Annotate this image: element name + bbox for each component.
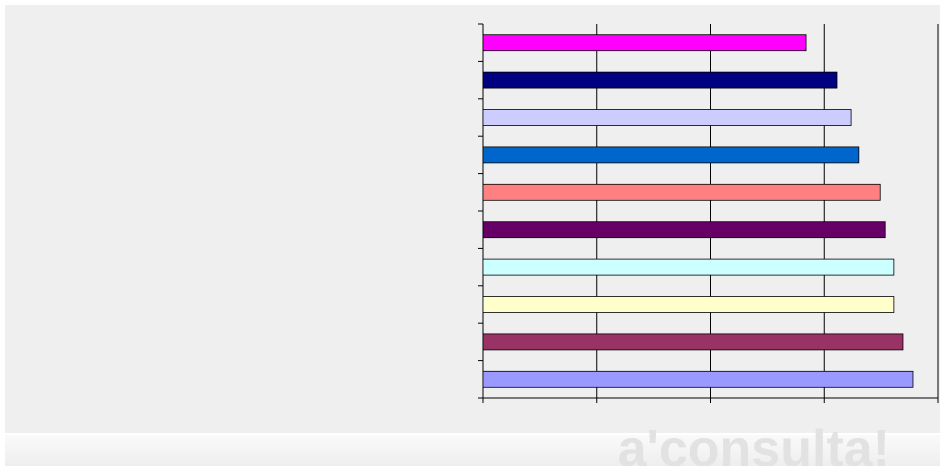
bar — [482, 221, 886, 239]
bar — [482, 109, 852, 126]
bar — [482, 71, 838, 89]
bar — [482, 258, 895, 276]
watermark: a'consulta! — [618, 420, 890, 466]
footer — [5, 435, 940, 466]
bar — [482, 183, 881, 201]
bar — [482, 296, 895, 313]
bar — [482, 333, 904, 351]
bar — [482, 34, 807, 52]
bar — [482, 146, 860, 164]
panel — [5, 5, 940, 433]
bar — [482, 370, 914, 388]
